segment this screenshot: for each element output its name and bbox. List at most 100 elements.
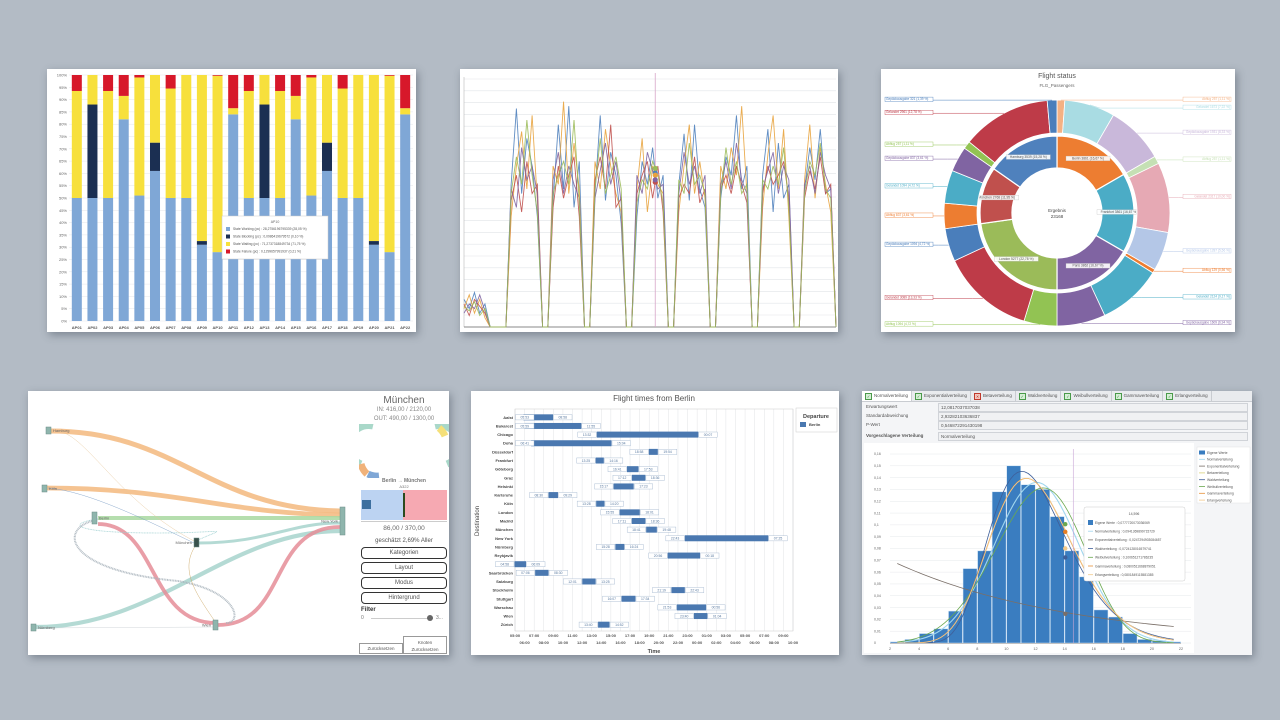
slider-thumb[interactable]: [427, 615, 433, 621]
sankey-node-label: Hamburg: [53, 428, 69, 433]
checkbox-checked-icon[interactable]: ✓: [865, 392, 872, 400]
legend-swatch: [1199, 450, 1205, 455]
tab-label: Normalverteilung: [874, 393, 909, 398]
background-button[interactable]: Hintergrund: [361, 592, 447, 604]
distribution-tabs: ✓ Normalverteilung ✓ Exponentialverteilung ✕…: [862, 391, 1252, 402]
sankey-link[interactable]: [197, 521, 341, 545]
checkbox-checked-icon[interactable]: ✓: [1166, 392, 1174, 400]
end-time-label: 01:04: [713, 614, 722, 618]
categories-button[interactable]: Kategorien: [361, 547, 447, 559]
sankey-link[interactable]: [79, 518, 217, 542]
destination-label: Nürnberg: [495, 544, 514, 549]
outer-segment-label: Abflug 257 (1,11 %): [1202, 97, 1230, 101]
segment-label-box: [884, 141, 934, 147]
tab-label: Gammaverteilung: [1123, 393, 1160, 398]
sankey-link[interactable]: [188, 544, 217, 624]
end-time-label: 14:20: [610, 502, 619, 506]
tab-normalverteilung[interactable]: ✓ Normalverteilung: [862, 391, 913, 401]
checkbox-checked-icon[interactable]: ✓: [915, 392, 923, 400]
end-label-box: [624, 544, 644, 550]
bar-segment-state-waiting: [165, 88, 176, 198]
start-time-label: 05:53: [521, 416, 530, 420]
tab-weibullverteilung[interactable]: ✓ Weibullverteilung: [1061, 391, 1112, 401]
sankey-node[interactable]: [45, 426, 52, 435]
outer-segment-label: Abflug 257 (1,11 %): [886, 142, 914, 146]
sankey-link[interactable]: [217, 525, 341, 627]
bar-segment-state-failure: [337, 75, 348, 89]
line-series-1: [463, 106, 837, 328]
start-label-box: [612, 474, 632, 481]
mode-button[interactable]: Modus: [361, 577, 447, 589]
destination-label: Düsseldorf: [492, 449, 514, 454]
sankey-link[interactable]: [97, 522, 217, 625]
bar-segment-state-working: [196, 244, 207, 321]
inner-segment-label: München 2768 (11,95 %): [978, 196, 1015, 200]
layout-button[interactable]: Layout: [361, 562, 447, 574]
bar-segment-state-working: [149, 170, 161, 321]
checkbox-checked-icon[interactable]: ✓: [1018, 392, 1026, 400]
y-tick-label: 0,1: [874, 523, 879, 527]
tab-erlangverteilung[interactable]: ✓ Erlangverteilung: [1163, 391, 1212, 401]
sankey-link[interactable]: [35, 528, 341, 630]
sankey-link[interactable]: [45, 485, 341, 518]
flight-bar: [615, 543, 625, 550]
sankey-link[interactable]: [35, 626, 214, 629]
sankey-node[interactable]: [193, 537, 200, 548]
x-tick-label: AP12: [244, 325, 255, 330]
sankey-svg[interactable]: Hamburg Köln Berlin München New York Wien Nürn…: [28, 391, 359, 655]
line-series-2: [463, 101, 837, 328]
slider-track[interactable]: [371, 618, 433, 619]
end-time-label: 13:25: [601, 580, 610, 584]
tab-gammaverteilung[interactable]: ✓ Gammaverteilung: [1112, 391, 1164, 401]
start-time-label: 16:07: [608, 597, 617, 601]
tab-betaverteilung[interactable]: ✕ Betaverteilung: [971, 391, 1016, 401]
sankey-node[interactable]: [212, 619, 219, 631]
stat-value[interactable]: 12,0817037037038: [938, 403, 1248, 412]
x-tick-label: AP20: [369, 325, 380, 330]
route-value: 86,00 / 370,00: [383, 525, 425, 532]
node-details-sidebar: München IN: 416,00 / 2120,00 OUT: 490,00…: [359, 391, 449, 655]
flight-status-donut-chart: Flight status FLG_Passengers Berlin 3861 (…: [881, 69, 1235, 332]
sankey-node-label: New York: [321, 519, 338, 524]
stacked-state-bar-chart: 0% 5% 10% 15% 20% 25% 30% 35% 40% 45% 50% 55% 60% 65%…: [47, 69, 416, 332]
end-label-box: [645, 474, 665, 481]
sankey-node[interactable]: [339, 506, 346, 536]
sankey-link[interactable]: [73, 520, 236, 624]
tab-waldverteilung[interactable]: ✓ Waldverteilung: [1016, 391, 1062, 401]
start-time-label: 04:58: [501, 563, 510, 567]
sankey-link[interactable]: [57, 430, 195, 542]
tooltip-row: Eigene Werte : 0,0777720073036069: [1095, 521, 1150, 525]
sankey-node[interactable]: [30, 623, 37, 632]
stat-value[interactable]: 2,93282103636837: [938, 412, 1248, 421]
destination-label: Chicago: [497, 432, 513, 437]
x-tick-label: AP02: [87, 325, 98, 330]
filter-slider[interactable]: 0 3...: [359, 613, 449, 623]
tab-label: Waldverteilung: [1027, 393, 1058, 398]
bar-segment-state-blocking: [149, 142, 161, 171]
sankey-node[interactable]: [41, 484, 48, 493]
tab-exponentialverteilung[interactable]: ✓ Exponentialverteilung: [912, 391, 972, 401]
x-tick-label: 22: [1179, 647, 1183, 651]
start-time-label: 20:56: [654, 554, 663, 558]
end-label-box: [645, 518, 665, 524]
distribution-curve-erlangverteilung: [897, 478, 1174, 644]
x-tick-label: AP19: [353, 325, 364, 330]
checkbox-error-icon[interactable]: ✕: [974, 392, 982, 400]
end-label-box: [604, 500, 624, 507]
sankey-link[interactable]: [47, 487, 195, 544]
sankey-link[interactable]: [49, 428, 341, 514]
reset-button[interactable]: Zurücksetzen: [359, 643, 403, 654]
x-tick-label: 09:00: [778, 633, 789, 638]
reset-nodes-button[interactable]: Knoten Zurücksetzen: [403, 636, 447, 654]
legend-entry: State Blocking (pc) : 0,0986419679572 (0…: [233, 235, 303, 239]
start-time-label: 05:59: [521, 424, 530, 428]
checkbox-checked-icon[interactable]: ✓: [1114, 392, 1122, 400]
bar-segment-state-working: [118, 119, 129, 321]
stat-value[interactable]: 0,546872291430198: [938, 421, 1248, 430]
checkbox-checked-icon[interactable]: ✓: [1064, 392, 1072, 400]
segment-label-box: [1182, 294, 1232, 300]
bar-segment-state-waiting: [384, 75, 395, 253]
end-time-label: 18:36: [651, 519, 660, 523]
sankey-node[interactable]: [91, 511, 98, 525]
bar-segment-state-working: [87, 198, 98, 321]
